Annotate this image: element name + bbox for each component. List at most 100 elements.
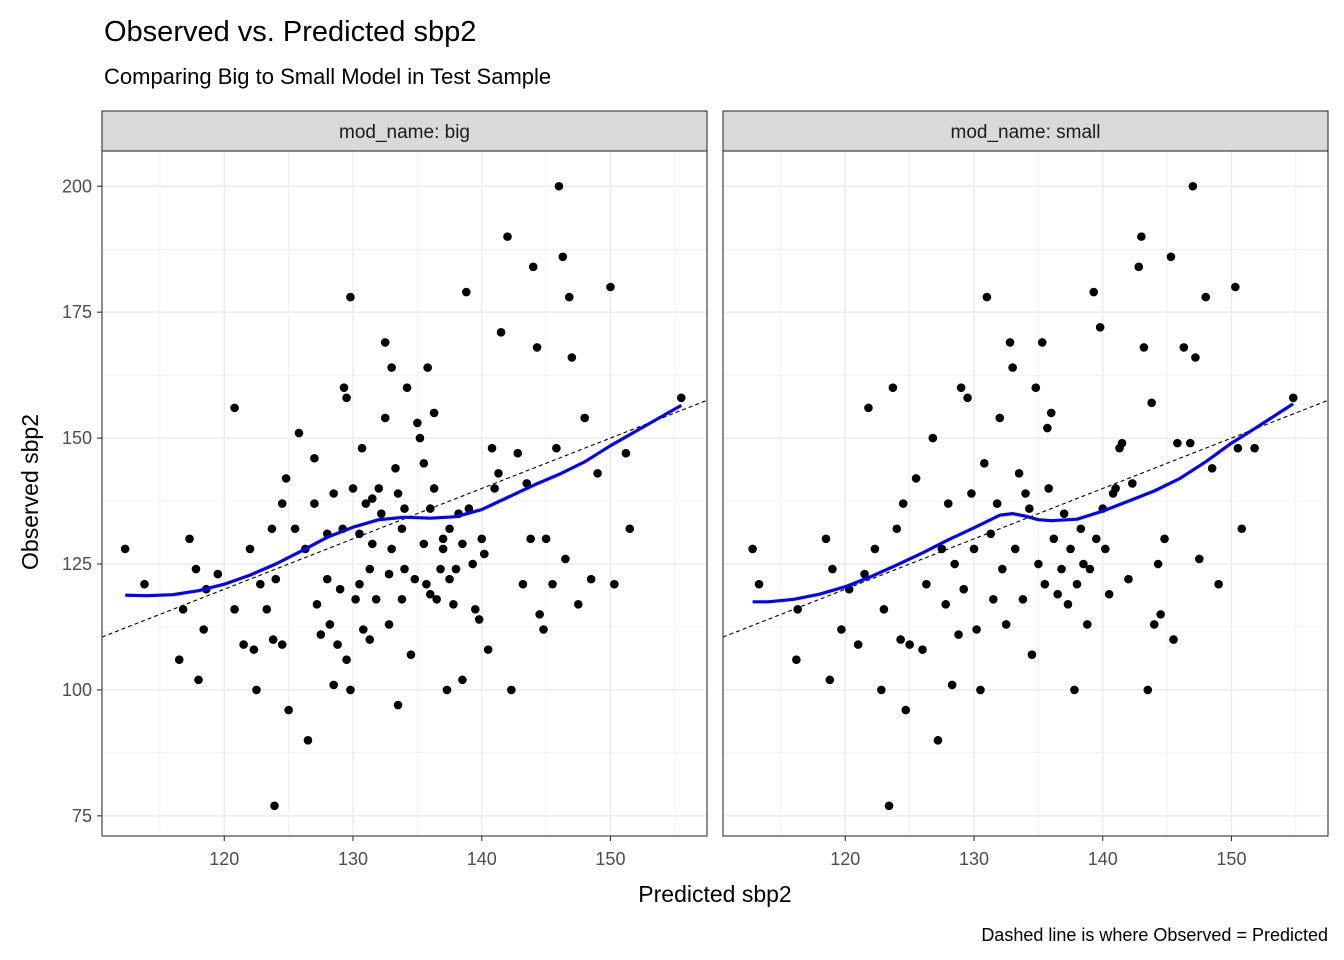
data-point: [1149, 620, 1159, 629]
data-point: [1025, 504, 1034, 513]
data-point: [438, 534, 448, 544]
data-point: [864, 403, 873, 413]
data-point: [400, 504, 409, 513]
data-point: [552, 443, 561, 453]
data-point: [391, 464, 400, 473]
data-point: [967, 489, 976, 498]
data-point: [1057, 564, 1066, 574]
data-point: [539, 625, 548, 634]
data-point: [1104, 589, 1114, 599]
data-point: [268, 635, 278, 644]
data-point: [1134, 262, 1144, 272]
data-point: [402, 383, 412, 393]
data-point: [213, 569, 223, 579]
data-point: [610, 579, 619, 589]
data-point: [1117, 438, 1127, 448]
facet-panels: mod_name: big mod_name: small: [101, 110, 1329, 837]
y-tick-label: 175: [62, 302, 92, 322]
x-tick-label: 120: [209, 849, 239, 869]
y-tick-label: 75: [72, 806, 92, 826]
data-point: [528, 262, 538, 272]
data-point: [284, 705, 293, 715]
data-point: [1137, 232, 1146, 241]
data-point: [271, 574, 281, 584]
data-point: [564, 292, 574, 302]
x-tick-label: 140: [1088, 849, 1118, 869]
data-point: [451, 564, 461, 574]
data-point: [290, 524, 300, 534]
strip-label: mod_name: big: [339, 122, 470, 143]
data-point: [573, 600, 583, 609]
data-point: [1059, 509, 1069, 518]
data-point: [333, 640, 342, 649]
data-point: [415, 433, 425, 443]
data-point: [943, 499, 953, 508]
data-point: [277, 640, 287, 649]
data-point: [954, 630, 963, 639]
data-point: [621, 448, 631, 458]
data-point: [346, 292, 355, 302]
data-point: [410, 574, 420, 584]
data-point: [262, 605, 272, 614]
data-point: [316, 630, 326, 639]
data-point: [245, 544, 255, 554]
data-point: [1072, 579, 1082, 589]
data-point: [1089, 287, 1099, 297]
y-axis: 75 100 125 150 175 200: [62, 176, 102, 826]
data-point: [445, 524, 454, 534]
data-point: [438, 544, 448, 554]
data-point: [1085, 564, 1095, 574]
data-point: [989, 594, 998, 604]
data-point: [429, 484, 439, 493]
data-point: [199, 625, 208, 634]
data-point: [310, 499, 319, 508]
data-point: [1173, 438, 1182, 448]
x-tick-label: 140: [467, 849, 497, 869]
data-point: [625, 524, 635, 534]
data-point: [400, 564, 409, 574]
data-point: [1079, 559, 1088, 569]
reference-line: [723, 399, 1328, 638]
data-point: [281, 474, 291, 483]
data-point: [898, 499, 908, 508]
data-point: [377, 509, 386, 518]
data-point: [503, 232, 512, 241]
data-point: [339, 383, 349, 393]
data-point: [357, 443, 367, 453]
data-point: [1169, 635, 1178, 644]
strip-label: mod_name: small: [951, 122, 1101, 143]
y-tick-label: 100: [62, 680, 92, 700]
data-point: [368, 539, 377, 549]
data-point: [1156, 610, 1165, 619]
data-point: [877, 685, 886, 695]
data-point: [1147, 398, 1156, 408]
data-point: [1014, 469, 1024, 478]
data-point: [793, 605, 802, 614]
data-point: [1095, 322, 1105, 332]
data-point: [342, 655, 351, 665]
strip-background: [722, 110, 1329, 152]
panel-border: [101, 150, 708, 837]
data-point: [1070, 685, 1079, 695]
data-point: [461, 287, 471, 297]
x-tick-label: 150: [595, 849, 625, 869]
y-tick-label: 150: [62, 428, 92, 448]
data-point: [423, 363, 432, 372]
data-point: [1101, 544, 1110, 554]
data-point: [1128, 479, 1137, 488]
strip-background: [101, 110, 708, 152]
data-point: [518, 579, 528, 589]
data-point: [1207, 464, 1217, 473]
data-point: [1063, 600, 1073, 609]
data-point: [487, 443, 497, 453]
data-point: [821, 534, 831, 544]
data-point: [480, 549, 489, 559]
data-point: [548, 579, 557, 589]
data-point: [470, 605, 480, 614]
data-point: [483, 645, 493, 654]
data-point: [567, 353, 577, 362]
x-axis-label: Predicted sbp2: [638, 881, 791, 907]
data-point: [419, 458, 429, 468]
data-point: [1040, 579, 1050, 589]
data-point: [387, 363, 396, 372]
